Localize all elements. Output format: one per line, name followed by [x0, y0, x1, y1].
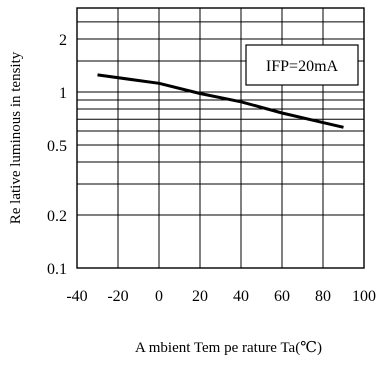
x-tick-label: -20 [107, 288, 128, 305]
y-tick-label: 1 [59, 85, 67, 102]
y-tick-label: 0.5 [47, 138, 67, 155]
series-line [97, 73, 344, 129]
series-group [97, 73, 344, 129]
x-tick-label: 0 [155, 288, 163, 305]
legend-frame [245, 44, 359, 86]
y-axis-title: Re lative luminous in tensity [8, 51, 24, 224]
x-tick-label: 100 [352, 288, 376, 305]
y-tick-label: 0.2 [47, 208, 67, 225]
x-tick-label: -40 [66, 288, 87, 305]
x-tick-label: 80 [315, 288, 331, 305]
x-tick-label: 20 [192, 288, 208, 305]
y-tick-label: 2 [59, 32, 67, 49]
x-tick-label: 40 [233, 288, 249, 305]
plot-frame [76, 7, 365, 269]
x-tick-labels: -40 -20 0 20 40 60 80 100 [66, 288, 376, 305]
legend-box: IFP=20mA [245, 44, 359, 86]
legend-label: IFP=20mA [266, 58, 339, 75]
y-tick-label: 0.1 [47, 261, 67, 278]
x-tick-label: 60 [274, 288, 290, 305]
x-axis-title: A mbient Tem pe rature Ta(℃) [135, 340, 322, 356]
y-tick-labels: 0.1 0.2 0.5 1 2 [47, 32, 67, 278]
